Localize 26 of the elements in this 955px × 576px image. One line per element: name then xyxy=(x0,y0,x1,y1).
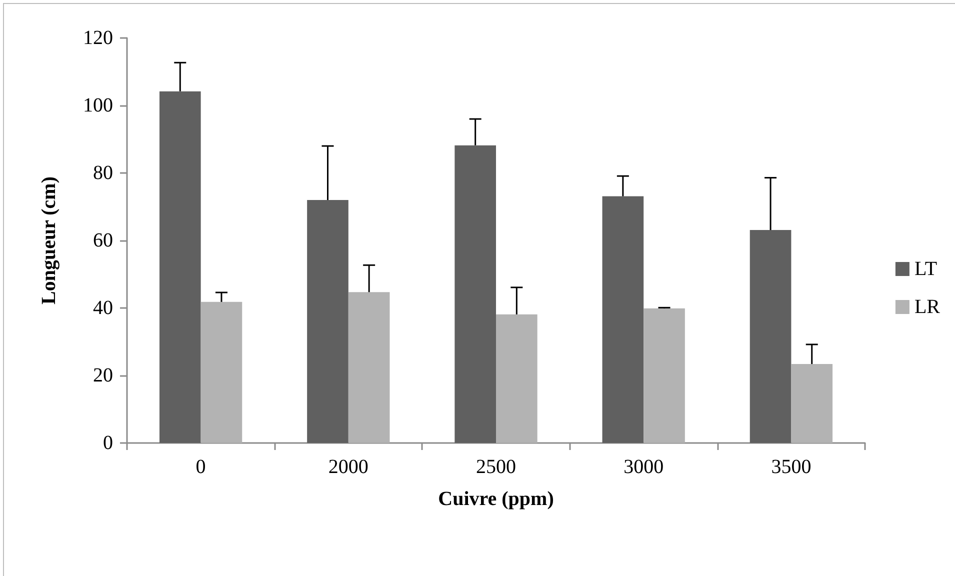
bar xyxy=(496,314,538,443)
y-tick-label: 60 xyxy=(93,230,113,252)
bar xyxy=(159,91,201,443)
y-tick-label: 40 xyxy=(93,297,113,319)
bar xyxy=(348,292,390,443)
bar xyxy=(791,364,833,443)
x-tick-label: 3500 xyxy=(771,456,812,478)
bar xyxy=(307,200,348,443)
y-tick-label: 20 xyxy=(93,364,113,386)
legend-label: LR xyxy=(914,296,941,318)
y-axis-title: Longueur (cm) xyxy=(38,176,60,304)
x-tick-label: 0 xyxy=(196,456,206,478)
x-tick-label: 3000 xyxy=(624,456,664,478)
x-axis-title: Cuivre (ppm) xyxy=(438,488,554,510)
bar xyxy=(602,196,644,443)
bar xyxy=(750,230,792,443)
y-tick-label: 0 xyxy=(103,432,113,454)
y-tick-label: 100 xyxy=(83,94,113,116)
bar xyxy=(644,308,685,443)
x-tick-label: 2000 xyxy=(328,456,368,478)
y-tick-label: 80 xyxy=(93,162,113,184)
bar xyxy=(454,145,496,443)
x-tick-label: 2500 xyxy=(476,456,516,478)
legend-label: LT xyxy=(914,258,938,280)
bar xyxy=(200,302,242,443)
y-tick-label: 120 xyxy=(83,27,113,49)
